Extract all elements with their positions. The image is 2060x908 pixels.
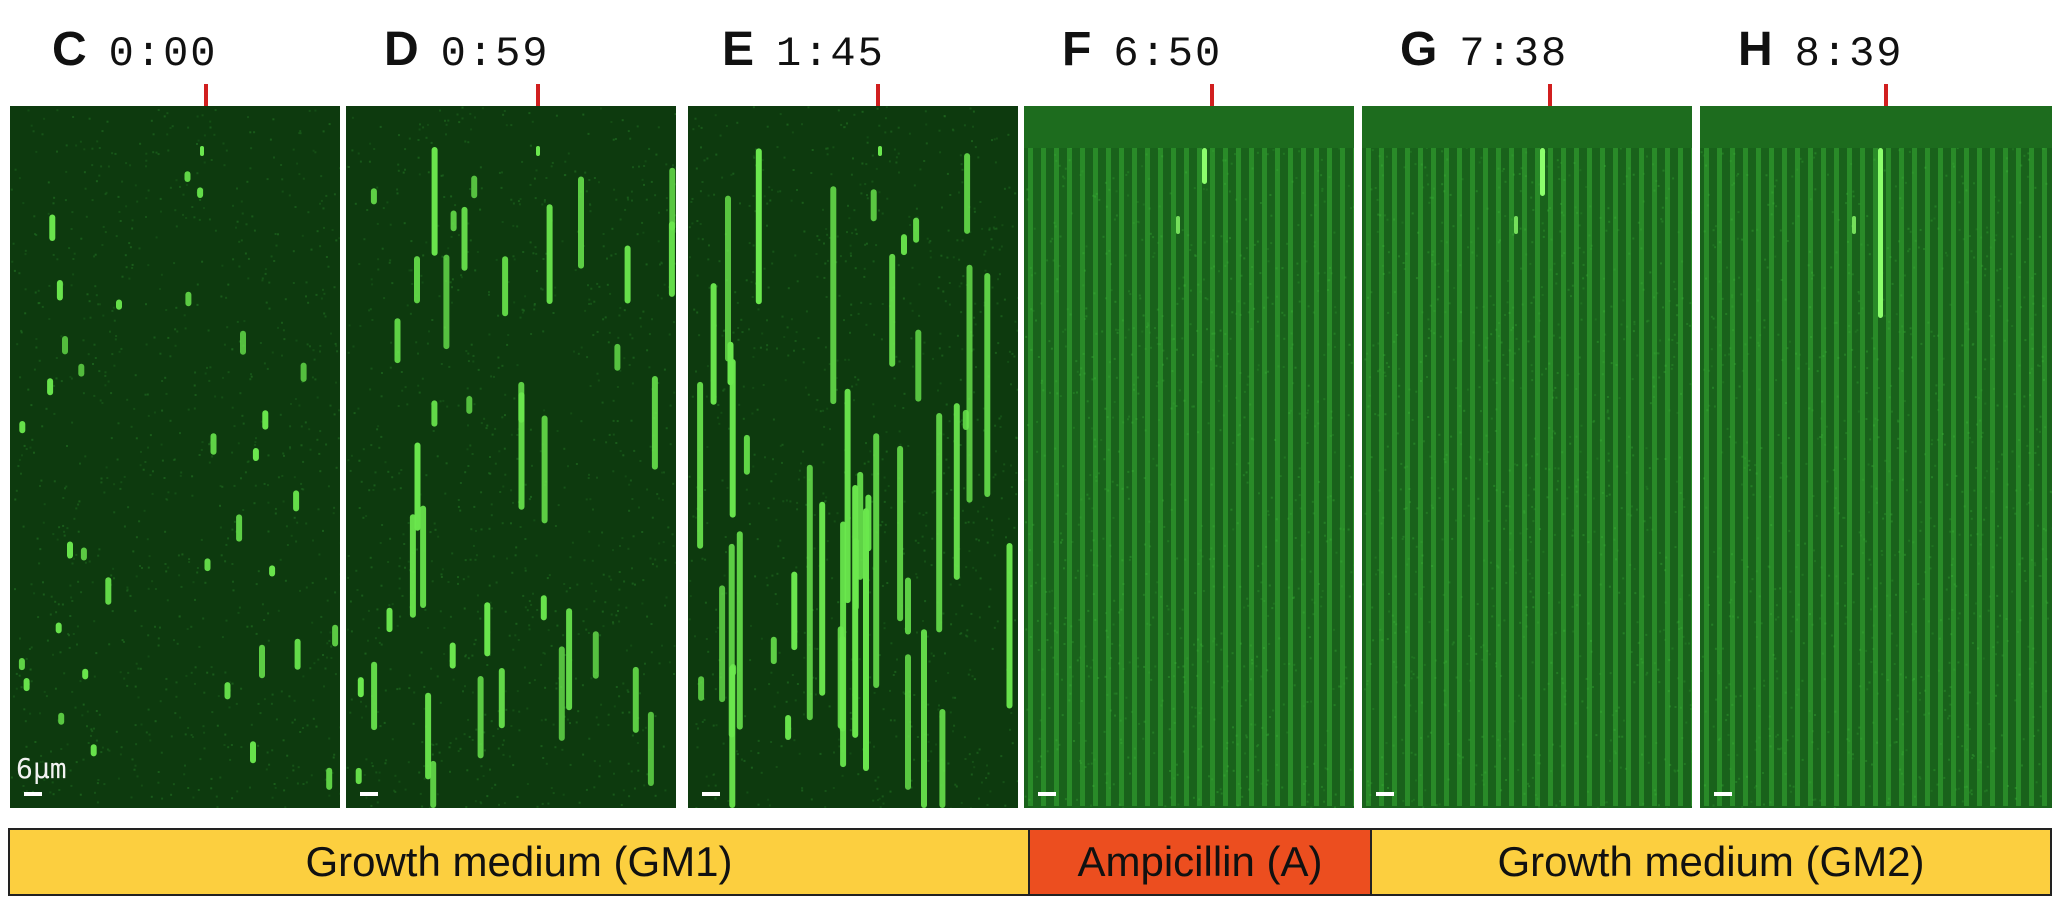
- panel-letter: F: [1062, 23, 1092, 76]
- panel-label-g: G 7:38: [1400, 22, 1568, 82]
- micrograph-panel-g: [1362, 106, 1692, 808]
- micrograph-image: [1362, 106, 1692, 808]
- micrograph-image: [1024, 106, 1354, 808]
- panel-time: 8:39: [1794, 30, 1904, 78]
- panel-letter: G: [1400, 23, 1438, 76]
- panel-letter: D: [384, 23, 419, 76]
- micrograph-panel-e: [688, 106, 1018, 808]
- treatment-label: Ampicillin (A): [1077, 838, 1323, 885]
- micrograph-panel-f: [1024, 106, 1354, 808]
- panel-time: 7:38: [1459, 30, 1569, 78]
- panel-time: 0:59: [440, 30, 550, 78]
- panel-time: 6:50: [1113, 30, 1223, 78]
- micrograph-image: [1700, 106, 2052, 808]
- panel-label-d: D 0:59: [384, 22, 550, 82]
- treatment-bar-gm1: Growth medium (GM1): [8, 828, 1030, 896]
- panel-letter: H: [1738, 23, 1773, 76]
- panel-time: 1:45: [776, 30, 885, 78]
- micrograph-panel-h: [1700, 106, 2052, 808]
- micrograph-image: [10, 106, 340, 808]
- micrograph-panel-d: [346, 106, 676, 808]
- panel-label-c: C 0:00: [52, 22, 218, 82]
- panel-letter: C: [52, 23, 87, 76]
- micrograph-panel-c: [10, 106, 340, 808]
- treatment-bar-ampicillin: Ampicillin (A): [1028, 828, 1372, 896]
- micrograph-image: [346, 106, 676, 808]
- panel-label-h: H 8:39: [1738, 22, 1904, 82]
- scale-bar-label: 6μm: [16, 752, 67, 785]
- micrograph-image: [688, 106, 1018, 808]
- panel-label-f: F 6:50: [1062, 22, 1222, 82]
- panel-label-e: E 1:45: [722, 22, 885, 82]
- treatment-bar-gm2: Growth medium (GM2): [1370, 828, 2052, 896]
- treatment-label: Growth medium (GM2): [1497, 838, 1925, 885]
- panel-letter: E: [722, 23, 755, 76]
- panel-time: 0:00: [108, 30, 218, 78]
- treatment-label: Growth medium (GM1): [305, 838, 733, 885]
